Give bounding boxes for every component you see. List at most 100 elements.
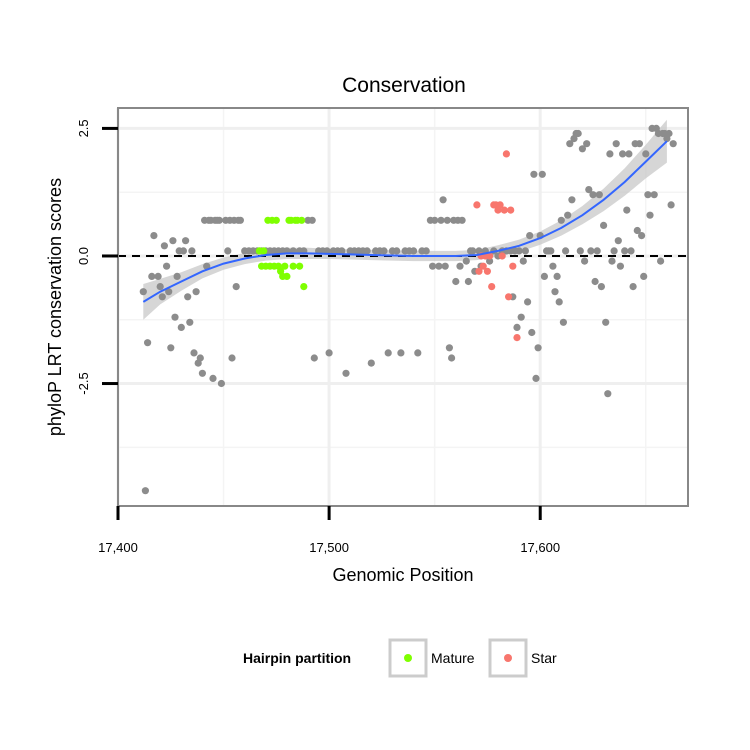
- data-point-other: [557, 216, 565, 224]
- data-point-other: [604, 390, 612, 398]
- data-point-other: [606, 150, 614, 158]
- data-point-other: [595, 191, 603, 199]
- plot-border: [117, 107, 689, 507]
- data-point-other: [139, 288, 147, 296]
- data-point-other: [547, 247, 555, 255]
- data-point-other: [602, 318, 610, 326]
- data-point-other: [308, 216, 316, 224]
- data-point-other: [585, 186, 593, 194]
- legend-title: Hairpin partition: [243, 650, 351, 666]
- data-point-other: [232, 283, 240, 291]
- data-point-mature: [300, 283, 308, 291]
- data-point-other: [486, 257, 494, 265]
- data-point-other: [414, 349, 422, 357]
- data-point-mature: [272, 216, 280, 224]
- data-point-other: [171, 313, 179, 321]
- data-point-mature: [298, 216, 306, 224]
- data-point-other: [217, 379, 225, 388]
- data-point-other: [629, 283, 637, 291]
- x-tick-label: 17,500: [309, 540, 349, 555]
- data-point-other: [633, 226, 641, 235]
- data-point-other: [576, 247, 584, 255]
- data-point-other: [215, 216, 223, 224]
- data-point-other: [150, 232, 158, 240]
- data-point-other: [236, 216, 244, 224]
- data-point-other: [564, 211, 572, 219]
- legend-dot-mature: [404, 654, 412, 662]
- data-point-other: [435, 262, 443, 270]
- data-point-other: [445, 344, 453, 352]
- data-point-other: [456, 262, 464, 270]
- data-point-other: [524, 298, 532, 306]
- data-point-other: [532, 374, 540, 382]
- smooth-line-layer: [142, 140, 668, 303]
- data-point-mature: [281, 262, 289, 270]
- data-point-other: [526, 232, 534, 240]
- data-point-other: [621, 247, 629, 255]
- plot-background: [118, 108, 688, 506]
- data-point-mature: [260, 247, 268, 255]
- data-point-other: [657, 257, 665, 265]
- data-point-other: [644, 191, 652, 199]
- data-point-star: [509, 262, 517, 270]
- y-axis: -2.5 0.0 2.5: [76, 119, 118, 395]
- data-point-other: [610, 247, 618, 255]
- data-point-other: [144, 339, 152, 347]
- data-point-other: [158, 293, 166, 301]
- data-point-other: [583, 140, 591, 148]
- data-point-other: [581, 257, 589, 265]
- data-point-other: [519, 257, 527, 265]
- data-point-other: [184, 293, 192, 301]
- plot-panel: [116, 107, 689, 507]
- data-point-other: [625, 150, 633, 158]
- data-point-other: [452, 277, 460, 286]
- data-point-other: [448, 354, 456, 362]
- data-point-other: [642, 150, 650, 158]
- data-point-other: [534, 344, 542, 352]
- data-point-other: [530, 170, 538, 178]
- data-point-other: [597, 283, 606, 291]
- data-point-other: [441, 262, 449, 270]
- data-point-other: [614, 237, 622, 245]
- data-point-other: [538, 170, 546, 178]
- data-point-star: [473, 201, 481, 209]
- data-point-other: [513, 323, 521, 331]
- data-point-other: [429, 262, 437, 270]
- data-point-other: [458, 216, 466, 224]
- legend-item-star: Star: [488, 638, 557, 678]
- data-point-other: [190, 349, 198, 357]
- x-tick-label: 17,400: [98, 540, 138, 555]
- data-point-other: [198, 369, 206, 377]
- data-point-other: [587, 247, 595, 255]
- data-point-star: [475, 267, 483, 275]
- data-point-other: [323, 247, 331, 255]
- data-point-star: [513, 334, 521, 342]
- data-point-other: [443, 216, 451, 224]
- data-point-other: [578, 145, 587, 153]
- data-point-other: [562, 247, 570, 255]
- data-point-other: [209, 374, 217, 382]
- data-point-other: [669, 140, 677, 148]
- data-point-other: [640, 272, 648, 280]
- data-point-other: [393, 247, 401, 255]
- legend-item-mature: Mature: [388, 638, 475, 678]
- data-point-other: [380, 247, 388, 255]
- data-point-other: [192, 288, 200, 296]
- data-point-other: [553, 272, 561, 280]
- data-point-other: [589, 191, 597, 199]
- data-point-other: [148, 272, 156, 280]
- data-point-other: [540, 272, 549, 280]
- data-point-star: [496, 201, 504, 209]
- data-point-other: [431, 216, 439, 224]
- data-point-other: [439, 196, 447, 204]
- data-point-other: [367, 359, 375, 367]
- data-point-star: [483, 267, 491, 275]
- data-point-other: [186, 318, 194, 326]
- data-point-other: [619, 150, 627, 158]
- data-point-other: [469, 247, 477, 255]
- data-point-mature: [283, 272, 291, 280]
- smooth-fit-line: [142, 140, 668, 303]
- data-point-other: [384, 349, 392, 357]
- data-point-other: [627, 247, 635, 255]
- data-point-star: [488, 283, 496, 291]
